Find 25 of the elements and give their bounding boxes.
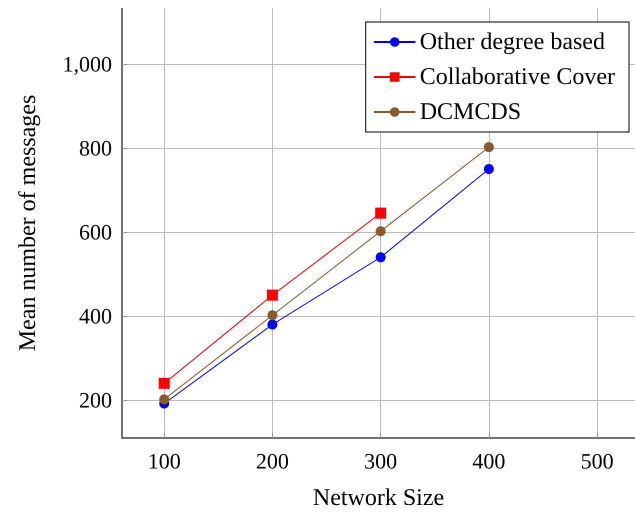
y-tick-label: 1,000 bbox=[62, 51, 112, 76]
x-tick-label: 500 bbox=[580, 448, 614, 474]
point bbox=[159, 394, 170, 404]
x-tick-label: 300 bbox=[364, 448, 398, 474]
legend-label: Collaborative Cover bbox=[420, 64, 616, 90]
legend-label: DCMCDS bbox=[420, 99, 522, 125]
y-tick-label: 600 bbox=[79, 220, 112, 245]
x-tick-label: 400 bbox=[472, 448, 506, 474]
point bbox=[484, 142, 494, 152]
y-tick-label: 400 bbox=[79, 304, 112, 329]
x-axis-title: Network Size bbox=[312, 485, 444, 511]
legend-label: Other degree based bbox=[420, 29, 605, 55]
point bbox=[375, 208, 386, 219]
y-axis-title: Mean number of messages bbox=[15, 94, 41, 352]
point bbox=[158, 378, 170, 389]
y-tick-label: 800 bbox=[79, 135, 112, 160]
point bbox=[266, 290, 278, 301]
point bbox=[376, 252, 386, 262]
point bbox=[484, 164, 494, 174]
point bbox=[376, 226, 386, 236]
x-tick-label: 100 bbox=[148, 448, 181, 474]
x-tick-label: 200 bbox=[256, 448, 289, 474]
point bbox=[267, 310, 278, 320]
point bbox=[267, 320, 278, 330]
y-tick-label: 200 bbox=[79, 388, 112, 413]
